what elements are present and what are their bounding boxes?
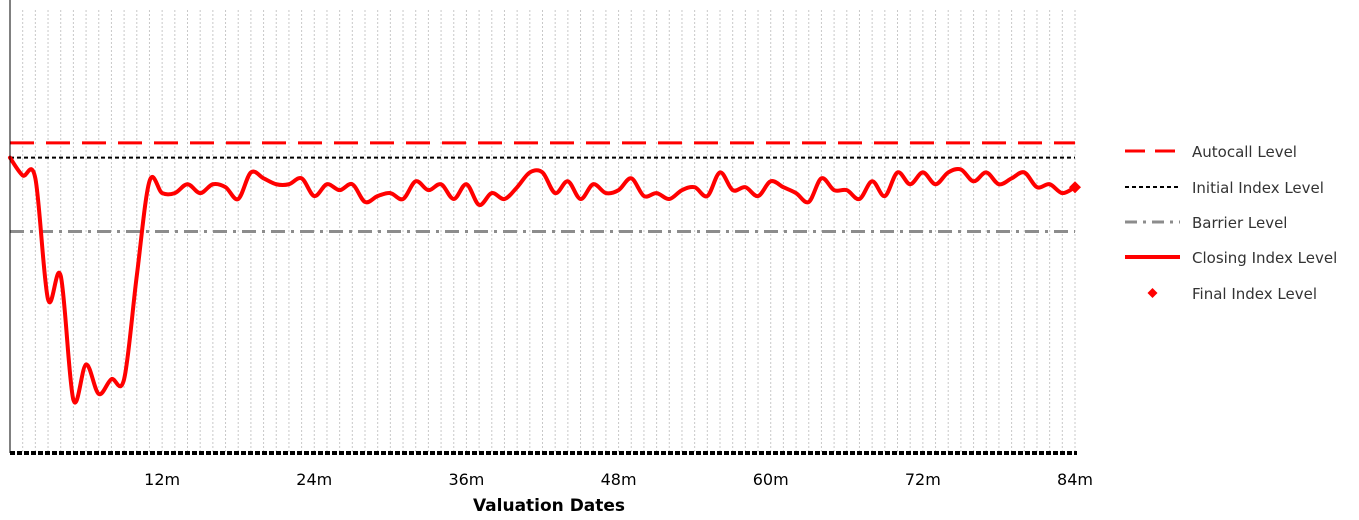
reference-lines xyxy=(10,141,1075,233)
x-tick-label-36m: 36m xyxy=(448,470,484,489)
x-axis-title: Valuation Dates xyxy=(473,496,625,516)
x-tick-label-12m: 12m xyxy=(144,470,180,489)
x-tick-label-48m: 48m xyxy=(601,470,637,489)
x-tick-label-60m: 60m xyxy=(753,470,789,489)
legend-label-barrier: Barrier Level xyxy=(1192,214,1287,232)
x-tick-label-72m: 72m xyxy=(905,470,941,489)
axes: 12m 24m 36m 48m 60m 72m 84m xyxy=(9,0,1093,489)
legend-label-initial: Initial Index Level xyxy=(1192,179,1324,197)
legend: Autocall Level Initial Index Level Barrier… xyxy=(1125,143,1337,303)
legend-label-closing: Closing Index Level xyxy=(1192,249,1337,267)
series-layer xyxy=(8,155,1081,405)
x-tick-label-24m: 24m xyxy=(296,470,332,489)
legend-label-final: Final Index Level xyxy=(1192,285,1317,303)
legend-label-autocall: Autocall Level xyxy=(1192,143,1297,161)
closing-index-line xyxy=(8,155,1077,405)
legend-swatch-final xyxy=(1147,288,1158,298)
x-tick-label-84m: 84m xyxy=(1057,470,1093,489)
final-index-point xyxy=(1069,181,1081,194)
